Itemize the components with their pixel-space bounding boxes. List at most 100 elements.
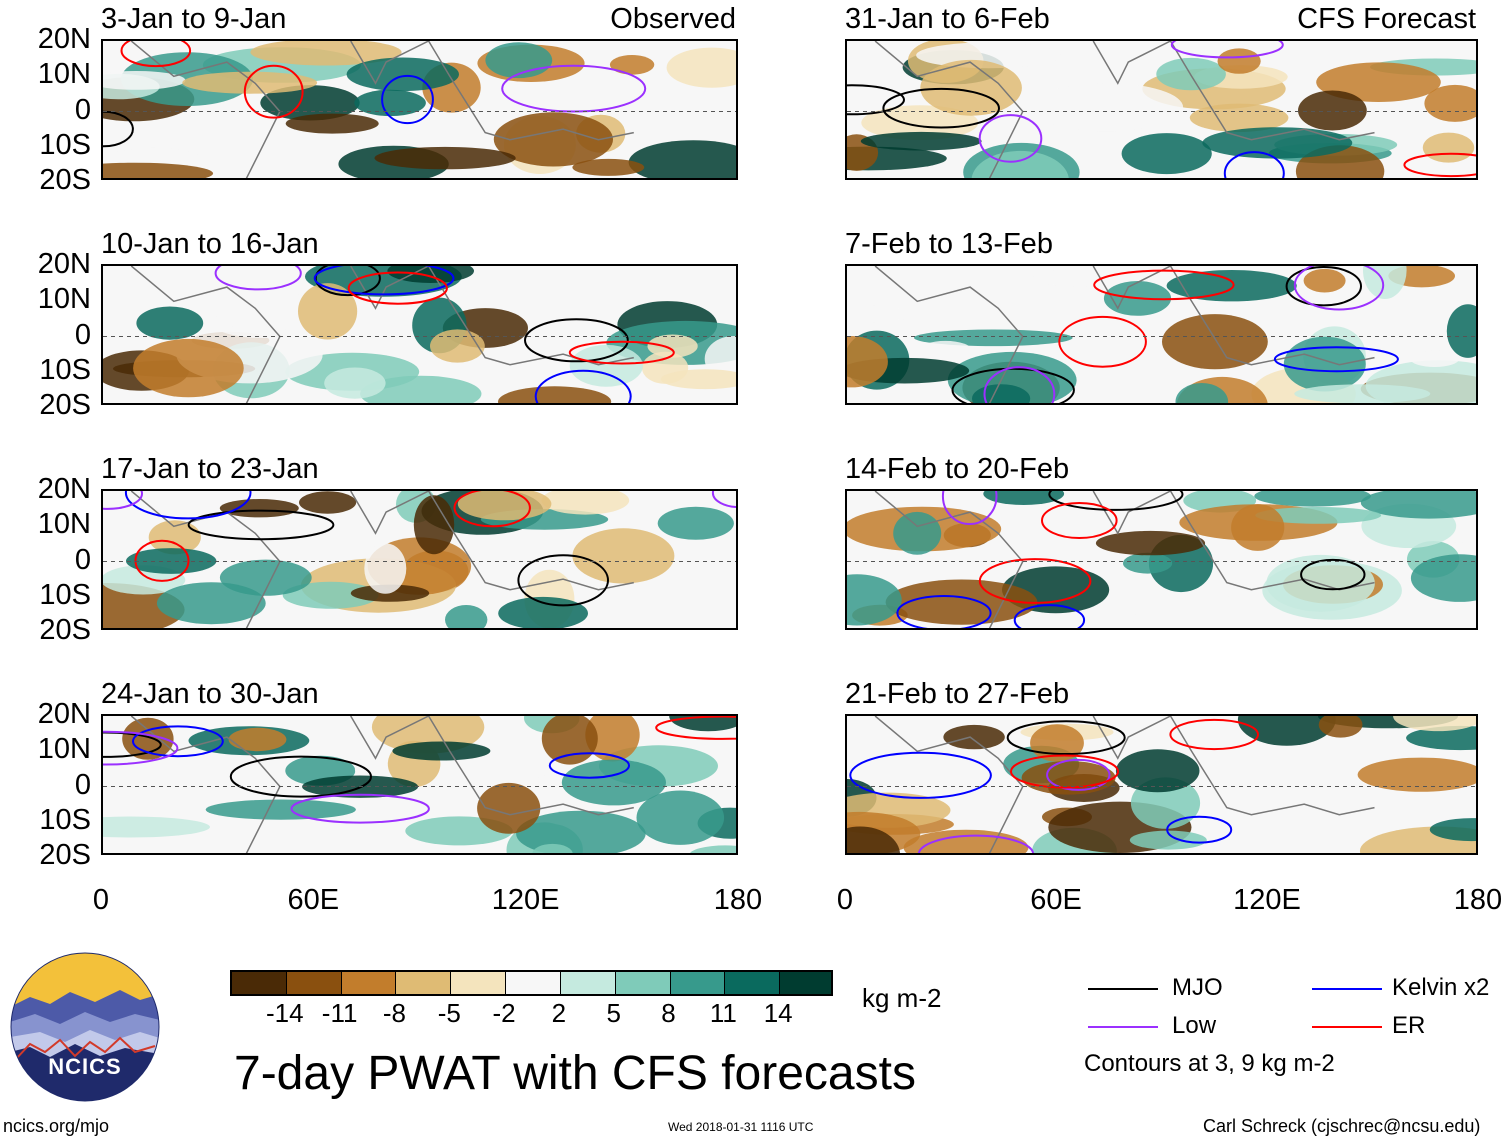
colorbar-cell	[286, 972, 342, 994]
pwat-anomaly-blob	[103, 71, 186, 90]
contour-er	[1403, 152, 1476, 178]
pwat-anomaly-blob	[561, 759, 666, 806]
pwat-anomaly-blob	[893, 511, 942, 555]
map-panel	[845, 489, 1478, 630]
pwat-anomaly-blob	[285, 113, 379, 134]
colorbar	[230, 970, 833, 996]
pwat-anomaly-blob	[1133, 593, 1262, 628]
pwat-anomaly-blob	[972, 384, 1031, 403]
map-panel	[845, 39, 1478, 180]
pwat-anomaly-blob	[916, 42, 1061, 69]
y-tick-label: 10N	[37, 733, 91, 766]
coastline	[874, 266, 1375, 403]
y-tick-label: 10S	[39, 353, 91, 386]
colorbar-tick-label: 8	[661, 998, 676, 1028]
contour-er	[568, 340, 675, 365]
pwat-anomaly-blob	[541, 716, 598, 765]
contour-low	[501, 64, 647, 113]
contour-kelvin-x2	[1223, 151, 1285, 178]
map-panel	[101, 714, 738, 855]
contour-low	[1170, 41, 1284, 59]
pwat-anomaly-blob	[847, 336, 888, 388]
pwat-anomaly-blob	[1303, 268, 1346, 293]
pwat-anomaly-blob	[690, 845, 736, 853]
map-panel	[845, 714, 1478, 855]
pwat-anomaly-blob	[847, 826, 901, 853]
y-tick-label: 10S	[39, 803, 91, 836]
y-tick-label: 20S	[39, 389, 91, 421]
pwat-anomaly-blob	[493, 112, 613, 167]
contour-low	[1046, 758, 1111, 791]
pwat-anomaly-blob	[1357, 757, 1476, 792]
logo-text: NCICS	[48, 1054, 122, 1079]
x-tick-label: 0	[92, 884, 110, 916]
x-tick-label: 180	[713, 884, 763, 916]
pwat-anomaly-blob	[392, 741, 491, 761]
legend-line-mjo	[1088, 988, 1158, 990]
x-tick-label: 0	[836, 884, 854, 916]
pwat-anomaly-blob	[126, 548, 217, 574]
pwat-anomaly-blob	[485, 42, 553, 79]
legend-line-er	[1312, 1026, 1382, 1028]
colorbar-cell	[615, 972, 671, 994]
map-panel	[845, 264, 1478, 405]
y-tick-label: 0	[74, 93, 91, 126]
panel-title: 31-Jan to 6-Feb	[845, 3, 1050, 35]
contour-low	[214, 266, 302, 291]
column-header: CFS Forecast	[1297, 3, 1476, 35]
pwat-anomaly-blob	[1393, 716, 1476, 732]
contour-kelvin-x2	[548, 752, 630, 779]
pwat-anomaly-blob	[103, 816, 210, 838]
contour-mjo	[1285, 266, 1362, 307]
pwat-anomaly-blob	[660, 369, 736, 390]
coastline	[874, 491, 1375, 628]
contour-low	[983, 366, 1056, 403]
pwat-anomaly-blob	[354, 89, 426, 117]
legend-label: MJO	[1172, 974, 1223, 1001]
contour-low	[1293, 266, 1385, 311]
contour-er	[1169, 718, 1260, 751]
map-panel	[101, 264, 738, 405]
y-tick-label: 20N	[37, 698, 91, 730]
contour-kelvin-x2	[124, 491, 252, 520]
pwat-anomaly-blob	[498, 386, 612, 403]
y-tick-label: 20S	[39, 839, 91, 871]
x-tick-label: 60E	[1030, 884, 1082, 916]
contour-er	[120, 41, 192, 68]
pwat-anomaly-blob	[628, 140, 736, 178]
x-tick-label: 180	[1453, 884, 1503, 916]
pwat-anomaly-blob	[387, 266, 474, 283]
ncics-logo: NCICS	[10, 952, 160, 1102]
pwat-field	[847, 491, 1476, 628]
legend-line-kelvin-x2	[1312, 988, 1382, 990]
pwat-anomaly-blob	[516, 810, 646, 853]
contour-er	[134, 539, 190, 582]
coastline	[874, 41, 1375, 178]
pwat-anomaly-blob	[1255, 507, 1382, 524]
panel-title: 7-Feb to 13-Feb	[845, 228, 1053, 260]
legend-label: ER	[1392, 1012, 1426, 1039]
panel-title: 21-Feb to 27-Feb	[845, 678, 1070, 710]
pwat-anomaly-blob	[1406, 725, 1476, 751]
contour-kelvin-x2	[849, 751, 992, 799]
pwat-anomaly-blob	[1217, 48, 1261, 74]
pwat-anomaly-blob	[1115, 749, 1200, 793]
contour-mjo	[1006, 720, 1126, 755]
contour-er	[1093, 269, 1235, 301]
contour-kelvin-x2	[381, 74, 434, 125]
pwat-anomaly-blob	[609, 55, 655, 75]
pwat-anomaly-blob	[228, 727, 287, 752]
contour-er	[978, 558, 1092, 604]
colorbar-tick-label: -11	[321, 998, 358, 1028]
pwat-anomaly-blob	[430, 329, 485, 363]
contour-low	[103, 730, 179, 766]
coastline	[130, 716, 634, 853]
pwat-anomaly-blob	[943, 724, 1005, 750]
y-tick-label: 10N	[37, 283, 91, 316]
contour-er	[1058, 315, 1147, 368]
colorbar-cell	[670, 972, 726, 994]
contour-note: Contours at 3, 9 kg m-2	[1084, 1050, 1335, 1077]
pwat-anomaly-blob	[1410, 350, 1460, 367]
pwat-anomaly-blob	[350, 584, 430, 602]
pwat-anomaly-blob	[847, 574, 902, 626]
